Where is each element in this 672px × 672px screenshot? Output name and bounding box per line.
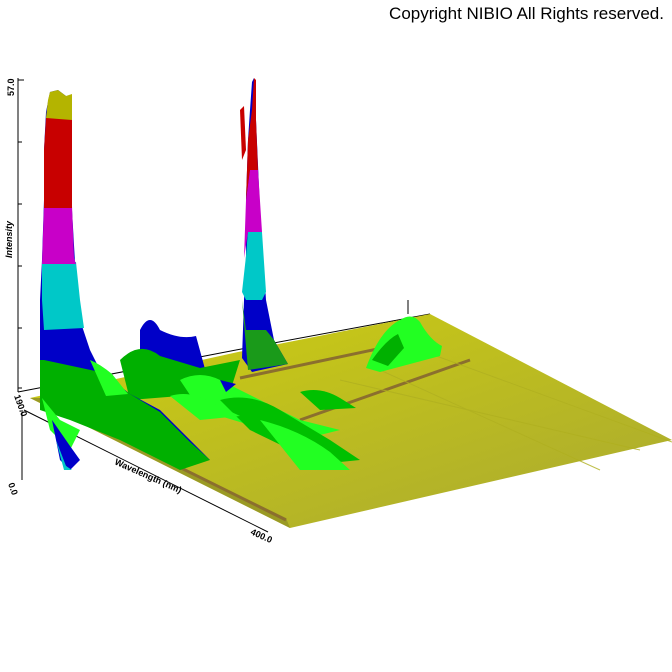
floor-streaks: [339, 349, 672, 471]
z-axis-label: Intensity: [4, 220, 14, 258]
peak-left: [40, 90, 210, 470]
peak-far-right-green: [372, 334, 404, 366]
z-ticks: [18, 79, 24, 389]
mid-ridges: [120, 320, 360, 470]
copyright-notice: Copyright NIBIO All Rights reserved.: [389, 4, 664, 23]
x-tick-end: 400.0: [249, 527, 274, 545]
z-tick-top: 57.0: [6, 78, 16, 96]
depth-tick-end: 0.0: [6, 481, 20, 496]
x-tick-start: 190.0: [12, 393, 29, 418]
surface-floor-front: [30, 398, 290, 528]
peak-middle: [240, 78, 288, 372]
